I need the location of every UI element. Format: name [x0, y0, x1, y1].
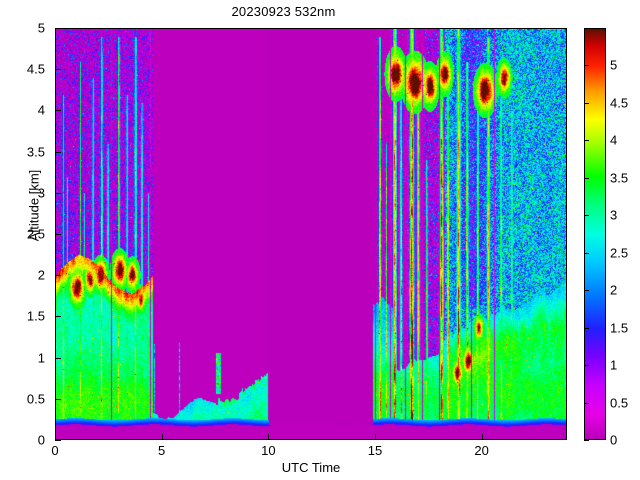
- x-tick-mark: [481, 434, 483, 440]
- colorbar-tick-label: 0: [610, 432, 618, 448]
- y-tick-label: 3.5: [26, 144, 45, 160]
- y-tick-label: 3: [37, 185, 45, 201]
- y-tick-mark: [55, 69, 61, 71]
- y-tick-mark: [55, 357, 61, 359]
- y-tick-label: 0: [37, 432, 45, 448]
- y-tick-label: 1: [37, 350, 45, 366]
- page-title: 20230923 532nm: [231, 4, 336, 19]
- colorbar-tick-mark: [584, 365, 589, 367]
- colorbar-tick-mark: [584, 177, 589, 179]
- y-tick-label: 4.5: [26, 61, 45, 77]
- colorbar-tick-label: 4: [610, 132, 618, 148]
- colorbar-tick-label: 5: [610, 57, 618, 73]
- y-tick-label: 2: [37, 267, 45, 283]
- y-tick-mark: [55, 110, 61, 112]
- y-tick-mark: [55, 398, 61, 400]
- colorbar-tick-mark: [584, 402, 589, 404]
- colorbar-tick-mark: [584, 252, 589, 254]
- colorbar-tick-mark: [584, 440, 589, 441]
- y-tick-label: 0.5: [26, 391, 45, 407]
- x-tick-mark: [268, 434, 270, 440]
- y-tick-label: 2.5: [26, 226, 45, 242]
- colorbar-tick-label: 2.5: [610, 245, 629, 261]
- x-tick-label: 20: [474, 443, 489, 458]
- x-tick-label: 5: [158, 443, 166, 458]
- colorbar-tick-mark: [584, 290, 589, 292]
- x-tick-label: 0: [51, 443, 59, 458]
- y-tick-mark: [55, 234, 61, 235]
- colorbar-gradient: [585, 29, 605, 439]
- x-tick-mark: [161, 434, 163, 440]
- colorbar-tick-mark: [584, 215, 589, 217]
- heatmap-plot-area[interactable]: [55, 28, 567, 440]
- x-tick-label: 15: [367, 443, 383, 458]
- x-axis-label: UTC Time: [281, 460, 341, 475]
- colorbar-tick-label: 1: [610, 357, 618, 373]
- colorbar-tick-mark: [584, 140, 589, 142]
- y-tick-mark: [55, 275, 61, 277]
- y-tick-mark: [55, 440, 61, 441]
- y-tick-mark: [55, 192, 61, 194]
- y-tick-label: 1.5: [26, 308, 45, 324]
- colorbar-tick-mark: [584, 102, 589, 104]
- y-tick-mark: [55, 151, 61, 153]
- colorbar-tick-mark: [584, 327, 589, 329]
- y-axis-ticklabels: 0 0.5 1 1.5 2 2.5 3 3.5 4 4.5 5: [0, 21, 50, 448]
- y-tick-label: 4: [37, 102, 45, 118]
- x-tick-mark: [55, 434, 56, 440]
- colorbar-tick-label: 4.5: [610, 95, 629, 111]
- colorbar-tick-label: 3.5: [610, 170, 629, 186]
- colorbar-tick-label: 2: [610, 282, 618, 298]
- colorbar-tick-mark: [584, 65, 589, 67]
- colorbar-tick-label: 0.5: [610, 395, 629, 411]
- y-tick-mark: [55, 28, 61, 29]
- colorbar-tick-label: 1.5: [610, 320, 629, 336]
- heatmap-canvas: [56, 29, 566, 439]
- colorbar[interactable]: [584, 28, 606, 440]
- x-tick-mark: [375, 434, 376, 440]
- y-tick-mark: [55, 316, 61, 318]
- colorbar-tick-label: 3: [610, 207, 618, 223]
- y-tick-label: 5: [37, 20, 45, 36]
- x-axis-ticklabels: 0 5 10 15 20: [51, 443, 567, 463]
- x-tick-label: 10: [261, 443, 276, 458]
